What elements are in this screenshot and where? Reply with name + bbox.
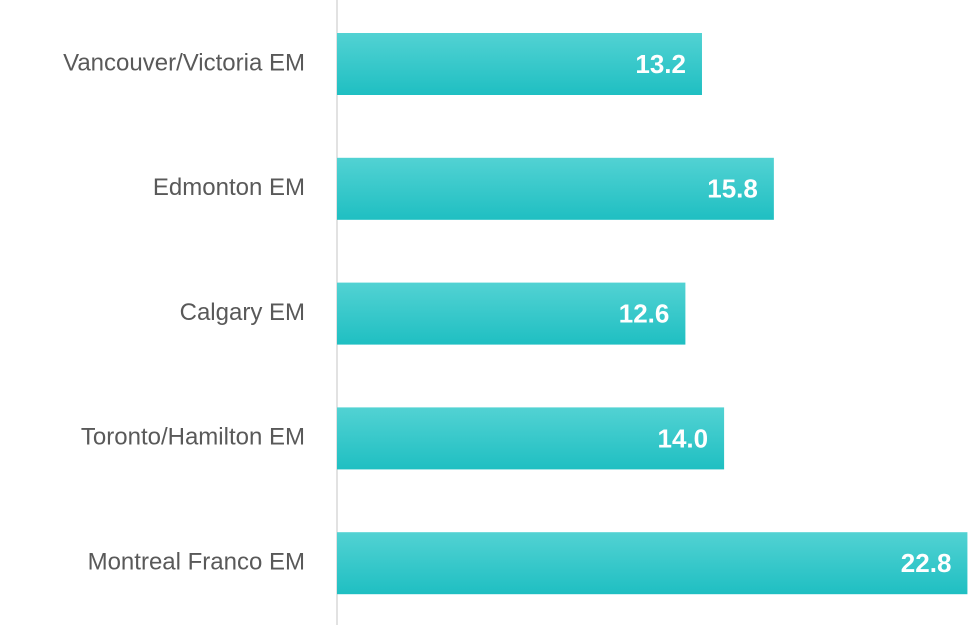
data-label: 15.8 [707, 174, 758, 204]
bar [337, 282, 686, 345]
data-label: 14.0 [657, 423, 708, 453]
data-label: 22.8 [901, 548, 952, 578]
bar [337, 532, 968, 595]
bar [337, 157, 774, 220]
category-label: Montreal Franco EM [88, 549, 305, 576]
category-label: Calgary EM [180, 299, 305, 326]
category-label: Vancouver/Victoria EM [63, 49, 305, 76]
category-label: Edmonton EM [153, 174, 305, 201]
data-label: 13.2 [635, 49, 686, 79]
bar [337, 407, 725, 470]
data-label: 12.6 [619, 298, 670, 328]
category-label: Toronto/Hamilton EM [81, 424, 305, 451]
bar [337, 33, 702, 95]
